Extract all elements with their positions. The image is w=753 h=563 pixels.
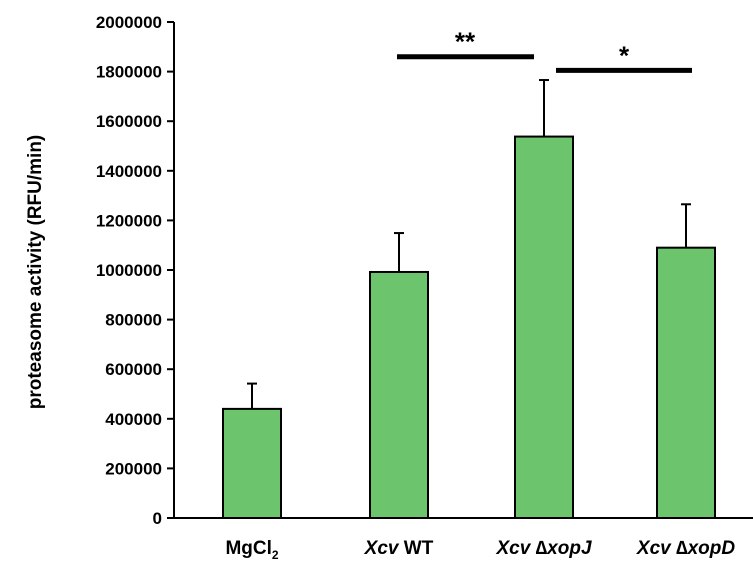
plot-area: 0 200000 400000 600000 800000 1000000 1200000 1…: [96, 13, 753, 562]
y-tick-label: 1000000: [96, 261, 162, 280]
x-category-label: Xcv WT: [364, 538, 434, 559]
x-category-label: Xcv ∆xopJ: [495, 538, 591, 559]
y-tick-label: 600000: [105, 360, 162, 379]
bar: [656, 246, 716, 519]
y-tick-label: 1600000: [96, 112, 162, 131]
significance-label: *: [619, 40, 630, 70]
y-tick-label: 400000: [105, 410, 162, 429]
x-category-label: MgCl2: [225, 538, 278, 562]
bar: [514, 135, 574, 520]
x-category-label: Xcv ∆xopD: [636, 538, 735, 559]
significance-label: **: [455, 27, 476, 57]
y-tick-label: 200000: [105, 459, 162, 478]
y-tick-label: 0: [153, 509, 162, 528]
y-tick-label: 1800000: [96, 63, 162, 82]
y-axis-label: proteasome activity (RFU/min): [25, 135, 46, 410]
y-tick-label: 800000: [105, 311, 162, 330]
y-tick-label: 1400000: [96, 162, 162, 181]
y-tick-label: 2000000: [96, 13, 162, 32]
y-tick-label: 1200000: [96, 211, 162, 230]
bar: [369, 270, 429, 520]
bar: [222, 407, 282, 520]
